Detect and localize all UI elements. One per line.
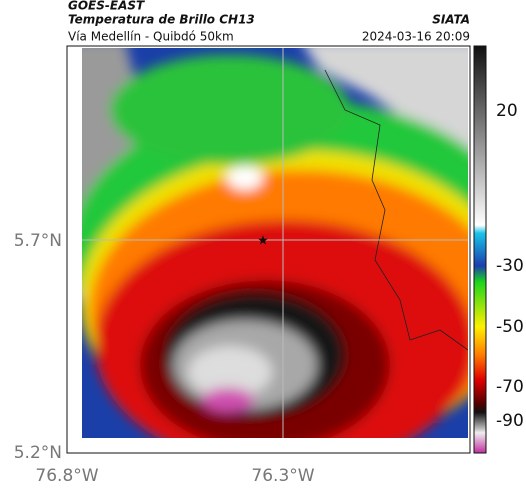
lon-label: 76.8°W <box>35 466 98 486</box>
title: GOES-EAST <box>68 0 145 13</box>
svg-text:★: ★ <box>257 234 269 249</box>
lat-label: 5.2°N <box>14 443 62 463</box>
colorbar-tick: -30 <box>496 256 524 276</box>
region: Vía Medellín - Quibdó 50km <box>68 30 234 44</box>
lat-label: 5.7°N <box>14 231 62 251</box>
colorbar-tick: -90 <box>496 411 524 431</box>
lon-label: 76.3°W <box>251 466 314 486</box>
colorbar <box>473 45 487 454</box>
source: SIATA <box>432 13 470 27</box>
satellite-image: ★ <box>82 48 468 438</box>
colorbar-tick: -70 <box>496 377 524 397</box>
colorbar-tick: -50 <box>496 317 524 337</box>
timestamp: 2024-03-16 20:09 <box>362 30 470 44</box>
colorbar-tick: 20 <box>496 101 518 121</box>
product: Temperatura de Brillo CH13 <box>68 13 255 27</box>
map-frame <box>66 45 471 454</box>
